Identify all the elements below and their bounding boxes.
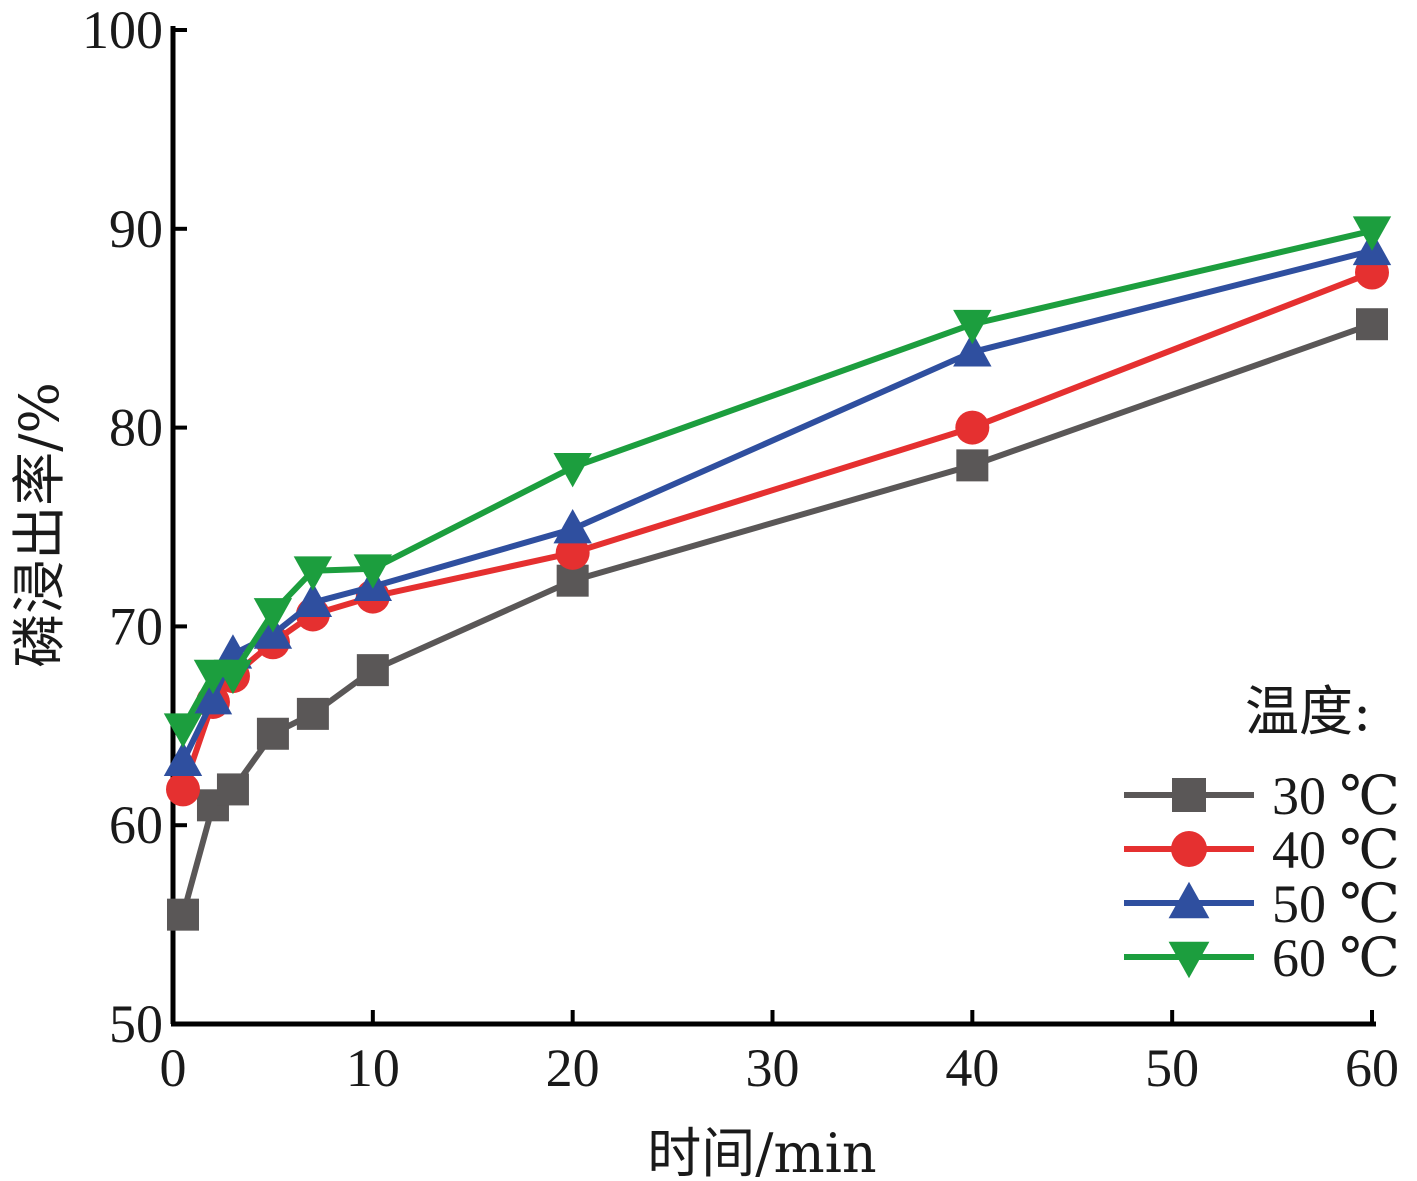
data-point <box>353 554 393 589</box>
series-3 <box>163 230 1392 776</box>
legend-item: 50 ℃ <box>1124 874 1400 934</box>
legend-marker <box>1168 941 1210 979</box>
legend-label: 50 ℃ <box>1272 874 1400 934</box>
x-axis-title: 时间/min <box>647 1122 876 1181</box>
data-point <box>555 535 590 570</box>
legend-marker <box>1172 778 1206 812</box>
series-2 <box>165 255 1389 807</box>
data-point <box>1352 216 1392 251</box>
data-point <box>293 582 333 617</box>
data-point <box>556 564 589 597</box>
x-tick-label: 40 <box>945 1038 999 1098</box>
data-point <box>955 410 990 445</box>
legend-item: 40 ℃ <box>1124 820 1400 880</box>
data-point <box>253 598 293 633</box>
legend-marker <box>1168 881 1210 919</box>
legend-label: 60 ℃ <box>1272 928 1400 988</box>
y-axis-title: 磷浸出率/% <box>8 382 71 668</box>
y-tick-label: 70 <box>109 596 163 656</box>
x-tick-label: 60 <box>1345 1038 1399 1098</box>
series-line <box>180 227 1373 730</box>
series-1 <box>166 308 1388 931</box>
data-point <box>193 679 233 715</box>
x-tick-label: 0 <box>160 1038 187 1098</box>
data-point <box>356 654 389 687</box>
legend-title: 温度: <box>1245 680 1371 743</box>
y-tick-label: 60 <box>109 795 163 855</box>
data-point <box>553 452 592 488</box>
series-layer <box>163 216 1392 931</box>
data-point <box>256 717 289 750</box>
data-point <box>1356 308 1388 341</box>
legend-label: 40 ℃ <box>1272 820 1400 880</box>
x-tick-label: 10 <box>346 1038 400 1098</box>
x-tick-label: 20 <box>546 1038 600 1098</box>
y-tick-label: 100 <box>82 0 163 60</box>
ticks: 50 60 70 80 90 100 0 10 20 30 40 50 60 <box>82 0 1399 1098</box>
legend-item: 30 ℃ <box>1124 766 1400 826</box>
x-tick-label: 50 <box>1145 1038 1199 1098</box>
data-point <box>296 697 329 730</box>
y-tick-label: 50 <box>109 994 163 1054</box>
data-point <box>163 713 203 748</box>
series-line <box>180 321 1373 916</box>
series-line <box>180 269 1374 791</box>
legend-item: 60 ℃ <box>1124 928 1400 988</box>
data-point <box>216 773 249 806</box>
legend: 温度: 30 ℃40 ℃50 ℃60 ℃ <box>1124 680 1400 988</box>
series-4 <box>163 216 1392 748</box>
y-tick-label: 80 <box>109 398 163 458</box>
y-tick-label: 90 <box>109 199 163 259</box>
data-point <box>553 508 592 544</box>
x-tick-label: 30 <box>746 1038 800 1098</box>
data-point <box>293 556 333 591</box>
data-point <box>213 659 253 695</box>
data-point <box>166 898 199 931</box>
legend-label: 30 ℃ <box>1272 766 1400 826</box>
data-point <box>163 741 203 776</box>
data-point <box>956 449 989 482</box>
data-point <box>953 332 992 367</box>
data-point <box>165 772 200 807</box>
data-point <box>953 309 992 345</box>
legend-marker <box>1171 831 1207 867</box>
